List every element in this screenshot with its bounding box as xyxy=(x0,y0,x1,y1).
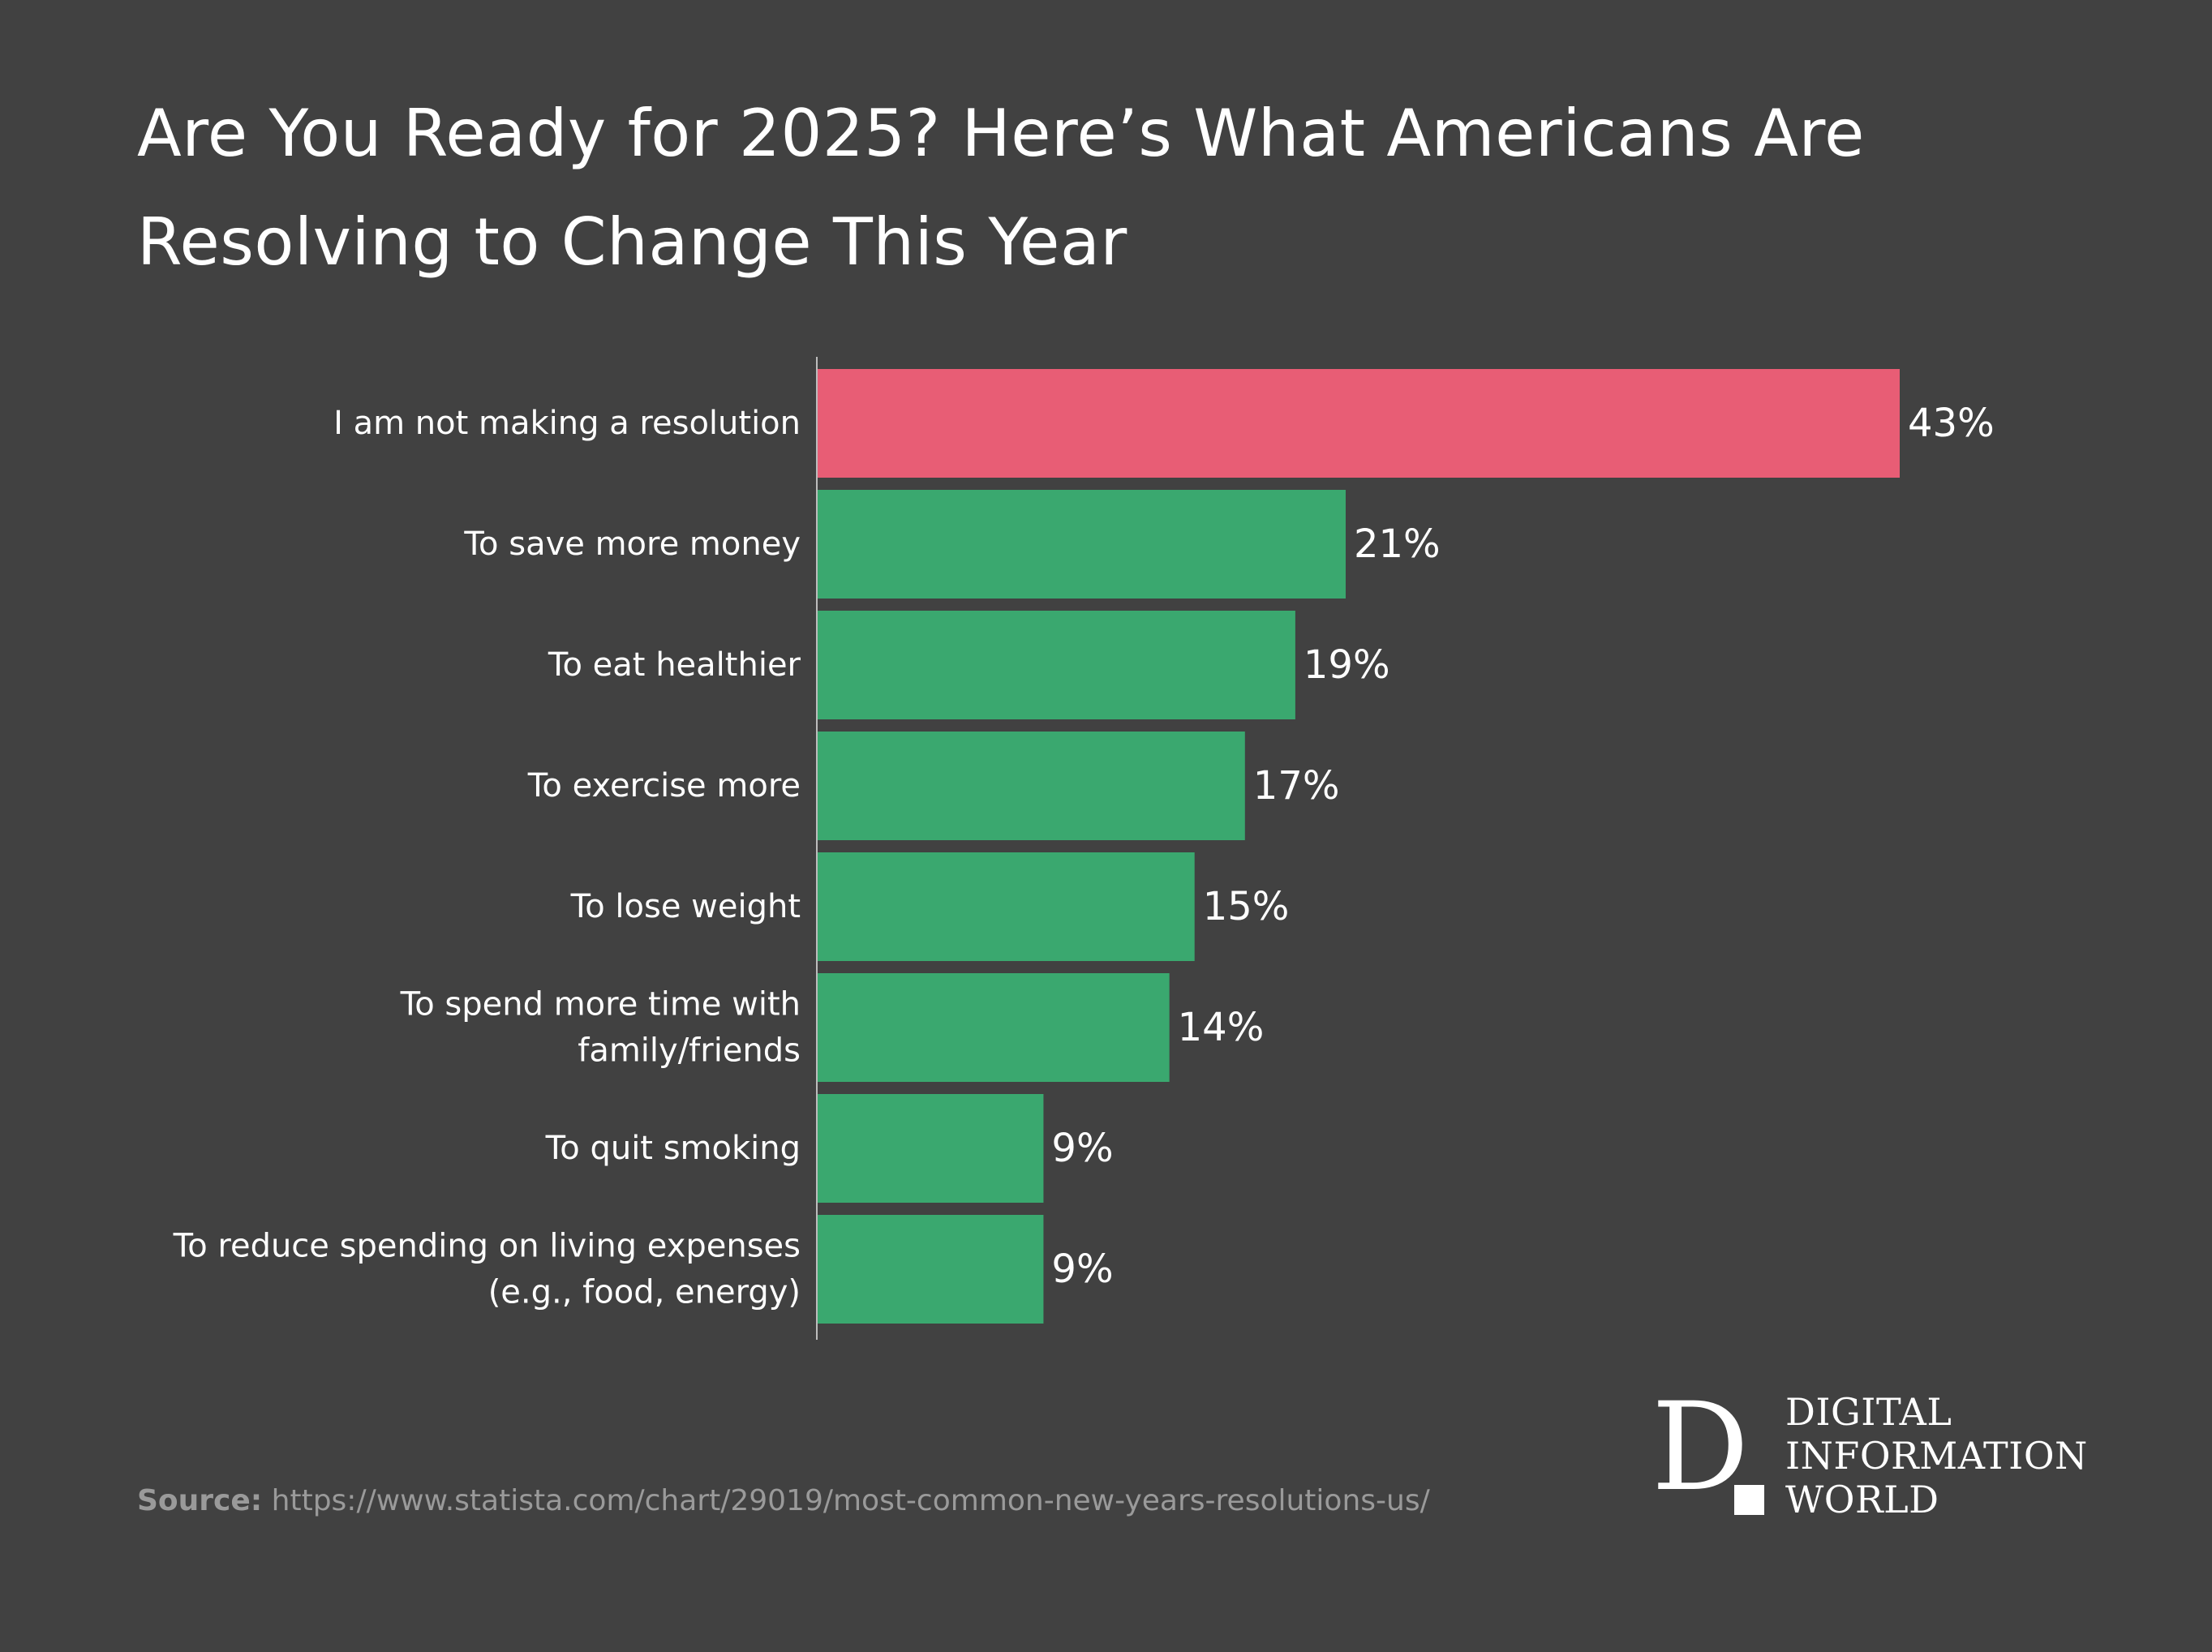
category-label-6-line-1: To spend more time with xyxy=(400,986,801,1023)
logo-square-icon xyxy=(1734,1485,1764,1515)
digital-information-world-logo: D DIGITAL INFORMATION WORLD xyxy=(1651,1377,2087,1525)
chart-title: Are You Ready for 2025? Here’s What Amer… xyxy=(137,96,1865,280)
value-labels: 43% 21% 19% 17% 15% 14% 9% 9% xyxy=(1051,401,1994,1292)
value-label-6: 14% xyxy=(1178,1005,1265,1050)
value-label-5: 15% xyxy=(1203,884,1290,929)
logo-line-1: DIGITAL xyxy=(1785,1390,1952,1434)
bar-4 xyxy=(817,732,1245,840)
category-label-8-line-1: To reduce spending on living expenses xyxy=(173,1228,801,1265)
bar-6 xyxy=(817,973,1170,1082)
value-label-4: 17% xyxy=(1253,763,1340,809)
bar-chart: I am not making a resolution To save more… xyxy=(173,357,1995,1340)
bar-8 xyxy=(817,1215,1044,1324)
logo-mark: D xyxy=(1651,1377,1750,1518)
category-labels: I am not making a resolution To save more… xyxy=(173,405,801,1311)
logo-line-2: INFORMATION xyxy=(1785,1434,2088,1478)
category-label-7: To quit smoking xyxy=(545,1130,801,1167)
bar-1 xyxy=(817,369,1900,478)
value-label-1: 43% xyxy=(1908,401,1995,446)
bar-2 xyxy=(817,490,1346,599)
bar-7 xyxy=(817,1094,1044,1203)
category-label-3: To eat healthier xyxy=(548,646,801,684)
category-label-4: To exercise more xyxy=(527,767,801,805)
logo-line-3: WORLD xyxy=(1785,1478,1939,1521)
category-label-8-line-2: (e.g., food, energy) xyxy=(488,1274,801,1311)
bars-layer xyxy=(817,369,1900,1324)
logo-wordmark: DIGITAL INFORMATION WORLD xyxy=(1785,1390,2088,1521)
category-label-5: To lose weight xyxy=(570,888,801,925)
bar-3 xyxy=(817,611,1295,719)
category-label-1: I am not making a resolution xyxy=(333,405,801,442)
source-label: Source: xyxy=(137,1484,263,1517)
bar-5 xyxy=(817,852,1195,961)
value-label-7: 9% xyxy=(1051,1126,1113,1171)
source-url[interactable]: https://www.statista.com/chart/29019/mos… xyxy=(271,1484,1430,1517)
category-label-2: To save more money xyxy=(463,526,801,563)
source-note: Source: https://www.statista.com/chart/2… xyxy=(137,1484,1430,1517)
category-label-6-line-2: family/friends xyxy=(578,1032,801,1070)
value-label-8: 9% xyxy=(1051,1247,1113,1292)
value-label-3: 19% xyxy=(1304,642,1390,688)
value-label-2: 21% xyxy=(1354,521,1441,567)
